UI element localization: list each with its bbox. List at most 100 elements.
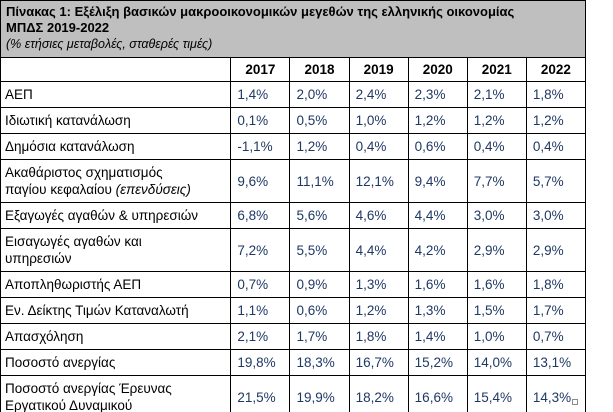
- value-cell: 1,7%: [289, 323, 350, 350]
- row-label: Απασχόληση: [0, 323, 232, 350]
- value-cell: 1,4%: [407, 323, 468, 350]
- year-column-header: 2021: [466, 57, 527, 82]
- value-cell: -1,1%: [230, 133, 291, 160]
- value-cell: 4,6%: [348, 202, 409, 229]
- table-row: Ιδιωτική κατανάλωση 0,1% 0,5% 1,0% 1,2% 1,2% 1…: [0, 107, 587, 134]
- value-cell: 13,1%: [525, 349, 587, 376]
- value-cell: 1,2%: [407, 107, 468, 134]
- row-label: Ποσοστό ανεργίας Έρευνας Εργατικού Δυναμ…: [0, 375, 232, 412]
- value-cell: 1,2%: [289, 133, 350, 160]
- table-row: Αποπληθωριστής ΑΕΠ 0,7% 0,9% 1,3% 1,6% 1,6% 1,…: [0, 271, 587, 298]
- value-cell: 5,6%: [289, 202, 350, 229]
- row-label: Δημόσια κατανάλωση: [0, 133, 232, 160]
- value-cell: 2,1%: [230, 323, 291, 350]
- row-label: Ποσοστό ανεργίας: [0, 349, 232, 376]
- row-label-italic: (επενδύσεις): [115, 182, 191, 197]
- year-column-header: 2019: [348, 57, 409, 82]
- table-row: Εισαγωγές αγαθών και υπηρεσιών 7,2% 5,5% 4,…: [0, 228, 587, 272]
- table-title: Πίνακας 1: Εξέλιξη βασικών μακροοικονομι…: [6, 4, 579, 36]
- table-row: Ποσοστό ανεργίας Έρευνας Εργατικού Δυναμ…: [0, 375, 587, 412]
- table-row: ΑΕΠ 1,4% 2,0% 2,4% 2,3% 2,1% 1,8%: [0, 81, 587, 108]
- value-cell: 1,4%: [230, 81, 291, 108]
- year-column-header: 2022: [525, 57, 587, 82]
- value-cell: 1,2%: [348, 297, 409, 324]
- value-cell: 4,4%: [407, 202, 468, 229]
- value-cell: 5,5%: [289, 228, 350, 272]
- value-cell: 2,9%: [525, 228, 587, 272]
- value-cell: 4,4%: [348, 228, 409, 272]
- value-cell: 1,3%: [348, 271, 409, 298]
- value-cell: 19,9%: [289, 375, 350, 412]
- value-cell: 1,3%: [407, 297, 468, 324]
- value-cell: 14,3%: [525, 375, 587, 412]
- value-cell: 1,7%: [525, 297, 587, 324]
- table-header-row: 2017 2018 2019 2020 2021 2022: [0, 57, 587, 82]
- value-cell: 21,5%: [230, 375, 291, 412]
- corner-cell: [0, 57, 232, 82]
- value-cell: 1,0%: [348, 107, 409, 134]
- value-cell: 9,4%: [407, 159, 468, 203]
- value-cell: 16,6%: [407, 375, 468, 412]
- value-cell: 0,4%: [348, 133, 409, 160]
- value-cell: 14,0%: [466, 349, 527, 376]
- table-row: Ακαθάριστος σχηματισμός παγίου κεφαλαίου…: [0, 159, 587, 203]
- row-label: Ιδιωτική κατανάλωση: [0, 107, 232, 134]
- year-column-header: 2017: [230, 57, 291, 82]
- value-cell: 5,7%: [525, 159, 587, 203]
- value-cell: 0,6%: [289, 297, 350, 324]
- row-label: Αποπληθωριστής ΑΕΠ: [0, 271, 232, 298]
- value-cell: 2,4%: [348, 81, 409, 108]
- value-cell: 18,3%: [289, 349, 350, 376]
- value-cell: 0,4%: [525, 133, 587, 160]
- value-cell: 7,2%: [230, 228, 291, 272]
- table-row: Δημόσια κατανάλωση -1,1% 1,2% 0,4% 0,6% 0,4% 0…: [0, 133, 587, 160]
- macro-indicators-table: 2017 2018 2019 2020 2021 2022 ΑΕΠ 1,4% 2,0% 2,4%…: [0, 57, 587, 412]
- table-title-band: Πίνακας 1: Εξέλιξη βασικών μακροοικονομι…: [0, 0, 586, 58]
- table-row: Ποσοστό ανεργίας 19,8% 18,3% 16,7% 15,2% 14,0…: [0, 349, 587, 376]
- value-cell: 4,2%: [407, 228, 468, 272]
- value-cell: 0,5%: [289, 107, 350, 134]
- table-title-line2: ΜΠΔΣ 2019-2022: [6, 20, 110, 35]
- table-subtitle: (% ετήσιες μεταβολές, σταθερές τιμές): [6, 37, 213, 51]
- value-cell: 0,9%: [289, 271, 350, 298]
- value-cell: 15,4%: [466, 375, 527, 412]
- value-cell: 1,8%: [348, 323, 409, 350]
- value-cell: 0,1%: [230, 107, 291, 134]
- table-title-line1: Πίνακας 1: Εξέλιξη βασικών μακροοικονομι…: [6, 4, 515, 19]
- value-cell: 2,9%: [466, 228, 527, 272]
- value-cell: 9,6%: [230, 159, 291, 203]
- row-label: ΑΕΠ: [0, 81, 232, 108]
- resize-handle[interactable]: [572, 399, 578, 405]
- value-cell: 1,6%: [466, 271, 527, 298]
- value-cell: 1,8%: [525, 81, 587, 108]
- value-cell: 19,8%: [230, 349, 291, 376]
- value-cell: 6,8%: [230, 202, 291, 229]
- table-row: Απασχόληση 2,1% 1,7% 1,8% 1,4% 1,0% 0,7%: [0, 323, 587, 350]
- value-cell: 1,8%: [525, 271, 587, 298]
- value-cell: 0,7%: [230, 271, 291, 298]
- value-cell: 1,5%: [466, 297, 527, 324]
- row-label: Ακαθάριστος σχηματισμός παγίου κεφαλαίου…: [0, 159, 232, 203]
- value-cell: 12,1%: [348, 159, 409, 203]
- value-cell: 2,1%: [466, 81, 527, 108]
- value-cell: 3,0%: [525, 202, 587, 229]
- value-cell: 0,7%: [525, 323, 587, 350]
- value-cell: 11,1%: [289, 159, 350, 203]
- table-row: Εξαγωγές αγαθών & υπηρεσιών 6,8% 5,6% 4,6% 4…: [0, 202, 587, 229]
- row-label: Εξαγωγές αγαθών & υπηρεσιών: [0, 202, 232, 229]
- year-column-header: 2018: [289, 57, 350, 82]
- value-cell: 0,6%: [407, 133, 468, 160]
- value-cell: 3,0%: [466, 202, 527, 229]
- value-cell: 2,3%: [407, 81, 468, 108]
- value-cell: 1,6%: [407, 271, 468, 298]
- value-cell: 1,1%: [230, 297, 291, 324]
- value-cell: 1,2%: [466, 107, 527, 134]
- value-cell: 2,0%: [289, 81, 350, 108]
- value-cell: 16,7%: [348, 349, 409, 376]
- value-cell: 0,4%: [466, 133, 527, 160]
- value-cell: 15,2%: [407, 349, 468, 376]
- table-body: ΑΕΠ 1,4% 2,0% 2,4% 2,3% 2,1% 1,8% Ιδιωτική κατα…: [0, 81, 587, 412]
- value-cell: 1,0%: [466, 323, 527, 350]
- value-cell: 7,7%: [466, 159, 527, 203]
